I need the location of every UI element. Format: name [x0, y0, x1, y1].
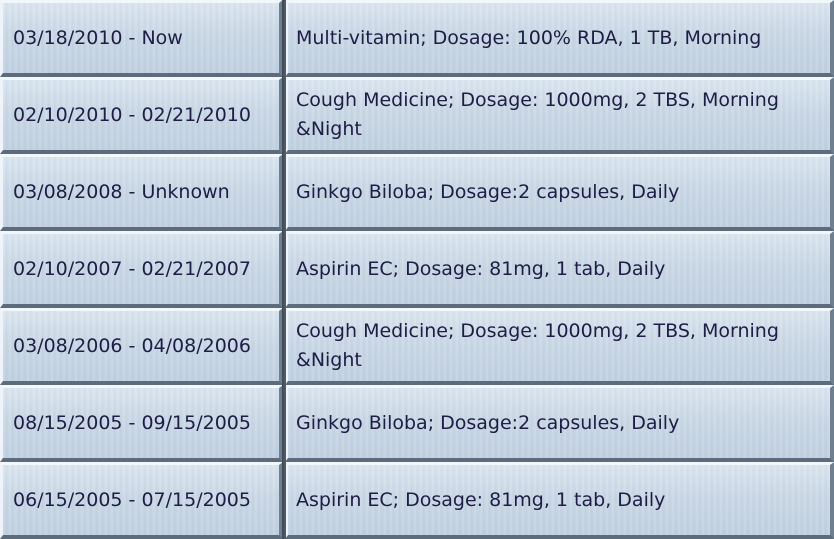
medication-text: Ginkgo Biloba; Dosage:2 capsules, Daily: [296, 411, 680, 434]
medication-text: Ginkgo Biloba; Dosage:2 capsules, Daily: [296, 180, 680, 203]
period-text: 03/08/2006 - 04/08/2006: [13, 334, 251, 357]
period-cell: 06/15/2005 - 07/15/2005: [0, 462, 283, 539]
period-text: 02/10/2007 - 02/21/2007: [13, 257, 251, 280]
table-row[interactable]: 08/15/2005 - 09/15/2005 Ginkgo Biloba; D…: [0, 385, 834, 462]
period-text: 03/18/2010 - Now: [13, 26, 183, 49]
medication-text: Aspirin EC; Dosage: 81mg, 1 tab, Daily: [296, 257, 666, 280]
table-row[interactable]: 02/10/2010 - 02/21/2010 Cough Medicine; …: [0, 77, 834, 154]
table-row[interactable]: 02/10/2007 - 02/21/2007 Aspirin EC; Dosa…: [0, 231, 834, 308]
table-row[interactable]: 03/08/2006 - 04/08/2006 Cough Medicine; …: [0, 308, 834, 385]
medication-cell: Ginkgo Biloba; Dosage:2 capsules, Daily: [285, 385, 834, 462]
table-row[interactable]: 03/18/2010 - Now Multi-vitamin; Dosage: …: [0, 0, 834, 77]
period-cell: 03/08/2006 - 04/08/2006: [0, 308, 283, 385]
medication-text: Multi-vitamin; Dosage: 100% RDA, 1 TB, M…: [296, 26, 762, 49]
period-cell: 03/08/2008 - Unknown: [0, 154, 283, 231]
period-cell: 03/18/2010 - Now: [0, 0, 283, 77]
period-text: 02/10/2010 - 02/21/2010: [13, 103, 251, 126]
period-cell: 08/15/2005 - 09/15/2005: [0, 385, 283, 462]
medication-cell: Multi-vitamin; Dosage: 100% RDA, 1 TB, M…: [285, 0, 834, 77]
period-text: 03/08/2008 - Unknown: [13, 180, 230, 203]
table-row[interactable]: 03/08/2008 - Unknown Ginkgo Biloba; Dosa…: [0, 154, 834, 231]
column-divider: [282, 0, 286, 539]
period-text: 06/15/2005 - 07/15/2005: [13, 488, 251, 511]
medication-text: Cough Medicine; Dosage: 1000mg, 2 TBS, M…: [296, 320, 779, 371]
medication-text: Cough Medicine; Dosage: 1000mg, 2 TBS, M…: [296, 89, 779, 140]
period-cell: 02/10/2007 - 02/21/2007: [0, 231, 283, 308]
medication-cell: Cough Medicine; Dosage: 1000mg, 2 TBS, M…: [285, 77, 834, 154]
medication-cell: Ginkgo Biloba; Dosage:2 capsules, Daily: [285, 154, 834, 231]
medication-text: Aspirin EC; Dosage: 81mg, 1 tab, Daily: [296, 488, 666, 511]
medication-cell: Aspirin EC; Dosage: 81mg, 1 tab, Daily: [285, 231, 834, 308]
period-cell: 02/10/2010 - 02/21/2010: [0, 77, 283, 154]
table-row[interactable]: 06/15/2005 - 07/15/2005 Aspirin EC; Dosa…: [0, 462, 834, 539]
medication-cell: Cough Medicine; Dosage: 1000mg, 2 TBS, M…: [285, 308, 834, 385]
period-text: 08/15/2005 - 09/15/2005: [13, 411, 251, 434]
medication-cell: Aspirin EC; Dosage: 81mg, 1 tab, Daily: [285, 462, 834, 539]
